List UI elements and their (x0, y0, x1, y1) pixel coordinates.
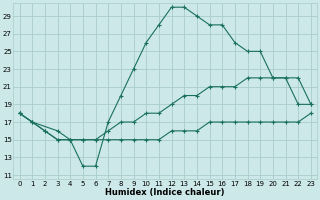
X-axis label: Humidex (Indice chaleur): Humidex (Indice chaleur) (106, 188, 225, 197)
